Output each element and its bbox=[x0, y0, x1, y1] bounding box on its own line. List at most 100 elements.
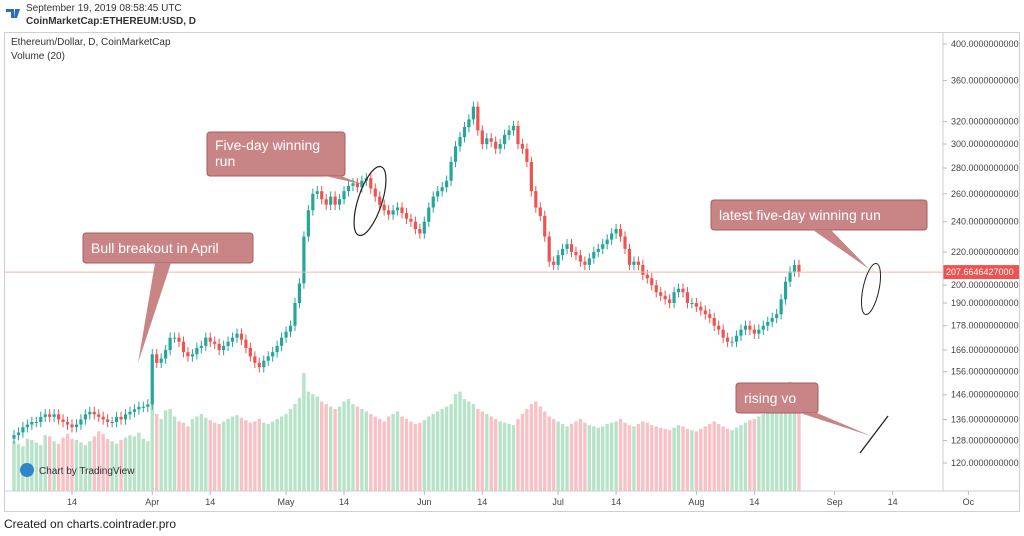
volume-bar bbox=[694, 431, 699, 491]
volume-bar bbox=[404, 418, 409, 491]
candle-body bbox=[132, 409, 137, 412]
candle-body bbox=[485, 138, 489, 145]
volume-bar bbox=[181, 422, 186, 491]
volume-bar bbox=[114, 443, 119, 491]
volume-bar bbox=[79, 442, 83, 491]
chart-symbol: CoinMarketCap:ETHEREUM:USD, D bbox=[26, 16, 197, 27]
candle-body bbox=[761, 325, 765, 330]
volume-bar bbox=[239, 417, 244, 491]
candle-body bbox=[409, 218, 413, 222]
volume-bar bbox=[83, 445, 88, 491]
price-tick-label: 120.0000000000 bbox=[951, 458, 1019, 468]
candle-body bbox=[467, 119, 471, 128]
price-tick-label: 190.0000000000 bbox=[951, 298, 1019, 308]
volume-bar bbox=[39, 445, 43, 491]
time-tick-label: Oc bbox=[963, 497, 975, 507]
candle-body bbox=[547, 236, 551, 262]
candle-body bbox=[498, 144, 502, 149]
candle-body bbox=[748, 325, 752, 330]
volume-bar bbox=[703, 426, 707, 491]
volume-bar bbox=[623, 422, 627, 491]
candle-body bbox=[204, 337, 208, 346]
candle-body bbox=[699, 306, 703, 311]
candle-body bbox=[449, 161, 453, 181]
volume-bar bbox=[195, 416, 199, 491]
candle-body bbox=[297, 283, 302, 304]
volume-bar bbox=[369, 413, 373, 491]
volume-bar bbox=[507, 423, 511, 491]
candle-body bbox=[155, 354, 159, 363]
volume-bar bbox=[734, 427, 739, 491]
volume-bar bbox=[177, 421, 181, 491]
candle-body bbox=[726, 337, 730, 342]
volume-bar bbox=[627, 425, 632, 491]
candle-body bbox=[222, 345, 226, 351]
candle-body bbox=[280, 337, 284, 346]
volume-bar bbox=[413, 423, 418, 491]
candle-body bbox=[404, 213, 409, 219]
volume-bar bbox=[110, 441, 114, 491]
candle-body bbox=[30, 421, 34, 425]
price-tick-label: 166.0000000000 bbox=[951, 345, 1019, 355]
time-tick-label: 14 bbox=[477, 497, 487, 507]
candle-body bbox=[422, 221, 426, 234]
candle-body bbox=[779, 299, 783, 315]
candle-body bbox=[730, 341, 734, 343]
candle-body bbox=[266, 356, 270, 361]
volume-bar bbox=[409, 421, 413, 491]
candle-body bbox=[230, 337, 235, 342]
volume-bar bbox=[663, 428, 667, 491]
volume-bar bbox=[672, 427, 676, 491]
candle-body bbox=[146, 404, 150, 407]
callout-five-day-box bbox=[206, 131, 346, 177]
candle-body bbox=[306, 210, 310, 237]
candle-body bbox=[641, 264, 645, 275]
volume-bar bbox=[601, 426, 605, 491]
callout-rising-volume-text: rising vo bbox=[744, 390, 796, 406]
time-tick-label: 14 bbox=[611, 497, 621, 507]
watermark-text: Chart by TradingView bbox=[39, 466, 135, 477]
candle-body bbox=[172, 337, 177, 339]
candle-body bbox=[775, 314, 779, 318]
candle-body bbox=[302, 236, 306, 284]
candle-body bbox=[440, 187, 444, 192]
candle-body bbox=[101, 416, 105, 420]
candle-body bbox=[694, 303, 698, 307]
volume-bar bbox=[56, 443, 61, 491]
candle-body bbox=[525, 148, 529, 162]
candle-body bbox=[734, 335, 739, 342]
tradingview-watermark[interactable]: Chart by TradingView bbox=[20, 463, 135, 477]
candle-body bbox=[645, 274, 649, 279]
candle-body bbox=[235, 333, 239, 338]
candle-body bbox=[587, 258, 591, 265]
volume-bar bbox=[235, 415, 239, 491]
volume-bar bbox=[105, 438, 110, 491]
callout-rising-volume-pointer bbox=[800, 413, 871, 436]
callout-five-day-text: Five-day winning bbox=[215, 137, 320, 153]
volume-bar bbox=[230, 416, 235, 491]
candle-body bbox=[721, 329, 725, 338]
volume-bar bbox=[213, 422, 217, 491]
volume-bar bbox=[199, 413, 204, 491]
volume-bar bbox=[284, 413, 288, 491]
candle-body bbox=[480, 130, 484, 145]
volume-bar bbox=[578, 418, 583, 491]
chart-title: Ethereum/Dollar, D, CoinMarketCap bbox=[11, 37, 171, 48]
candle-body bbox=[150, 354, 154, 405]
volume-bar bbox=[355, 406, 360, 491]
volume-bar bbox=[128, 435, 132, 491]
price-tick-label: 156.0000000000 bbox=[951, 367, 1019, 377]
volume-bar bbox=[221, 421, 226, 491]
volume-bar bbox=[551, 418, 556, 491]
volume-bar bbox=[596, 427, 600, 491]
price-tick-label: 300.0000000000 bbox=[951, 139, 1019, 149]
volume-bar bbox=[712, 421, 716, 491]
candle-body bbox=[458, 137, 462, 147]
volume-bar bbox=[427, 416, 431, 491]
candle-body bbox=[181, 341, 186, 353]
volume-bar bbox=[766, 411, 770, 491]
candle-body bbox=[462, 127, 467, 138]
volume-bar bbox=[74, 440, 79, 491]
volume-bar bbox=[132, 436, 137, 491]
